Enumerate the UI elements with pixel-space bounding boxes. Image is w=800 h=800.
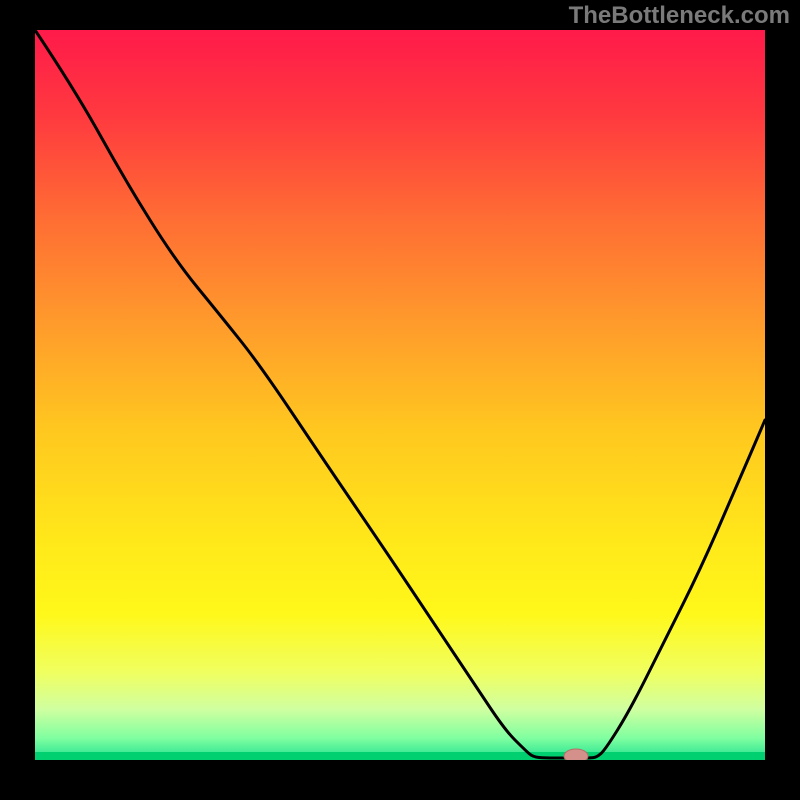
bottom-band [35,752,765,760]
watermark-text: TheBottleneck.com [569,2,790,30]
chart-svg [35,30,765,760]
chart-container: TheBottleneck.com [0,0,800,800]
optimal-point-marker [564,749,588,760]
plot-area [35,30,765,760]
gradient-background [35,30,765,760]
